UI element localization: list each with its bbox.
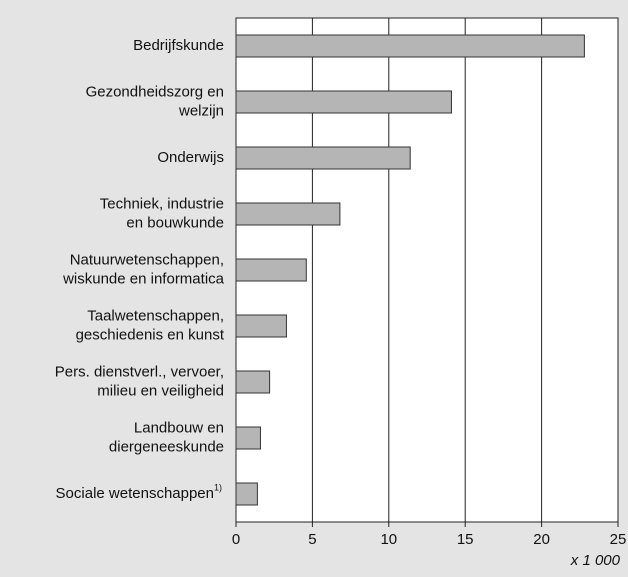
y-tick-label: milieu en veiligheid [97,382,224,399]
y-tick-label: Natuurwetenschappen, [70,251,224,268]
bar [235,258,307,282]
x-tick-label: 15 [457,531,474,548]
bar [235,90,452,114]
y-tick-label: Taalwetenschappen, [87,307,224,324]
y-tick-label: welzijn [178,102,224,119]
bar [235,370,271,394]
y-tick-label: Bedrijfskunde [133,37,224,54]
bar [235,202,341,226]
y-tick-label: en bouwkunde [126,214,224,231]
x-tick-label: 5 [308,531,316,548]
x-tick-label: 0 [232,531,240,548]
bar [235,34,585,58]
y-tick-label: Gezondheidszorg en [86,83,224,100]
x-tick-label: 25 [610,531,627,548]
x-tick-label: 10 [380,531,397,548]
y-tick-label: Pers. dienstverl., vervoer, [55,363,224,380]
y-tick-label: geschiedenis en kunst [76,326,225,343]
y-tick-label: wiskunde en informatica [62,270,225,287]
bar [235,314,287,338]
bar [235,482,258,506]
bar [235,426,261,450]
y-tick-label: Landbouw en [134,419,224,436]
x-unit-label: x 1 000 [570,552,621,569]
x-tick-label: 20 [533,531,550,548]
bar [235,146,411,170]
y-tick-label: diergeneeskunde [109,438,224,455]
footnote-mark: 1) [214,482,222,492]
y-tick-label: Sociale wetenschappen [56,485,214,502]
y-tick-label: Onderwijs [157,149,224,166]
y-tick-label: Techniek, industrie [100,195,224,212]
